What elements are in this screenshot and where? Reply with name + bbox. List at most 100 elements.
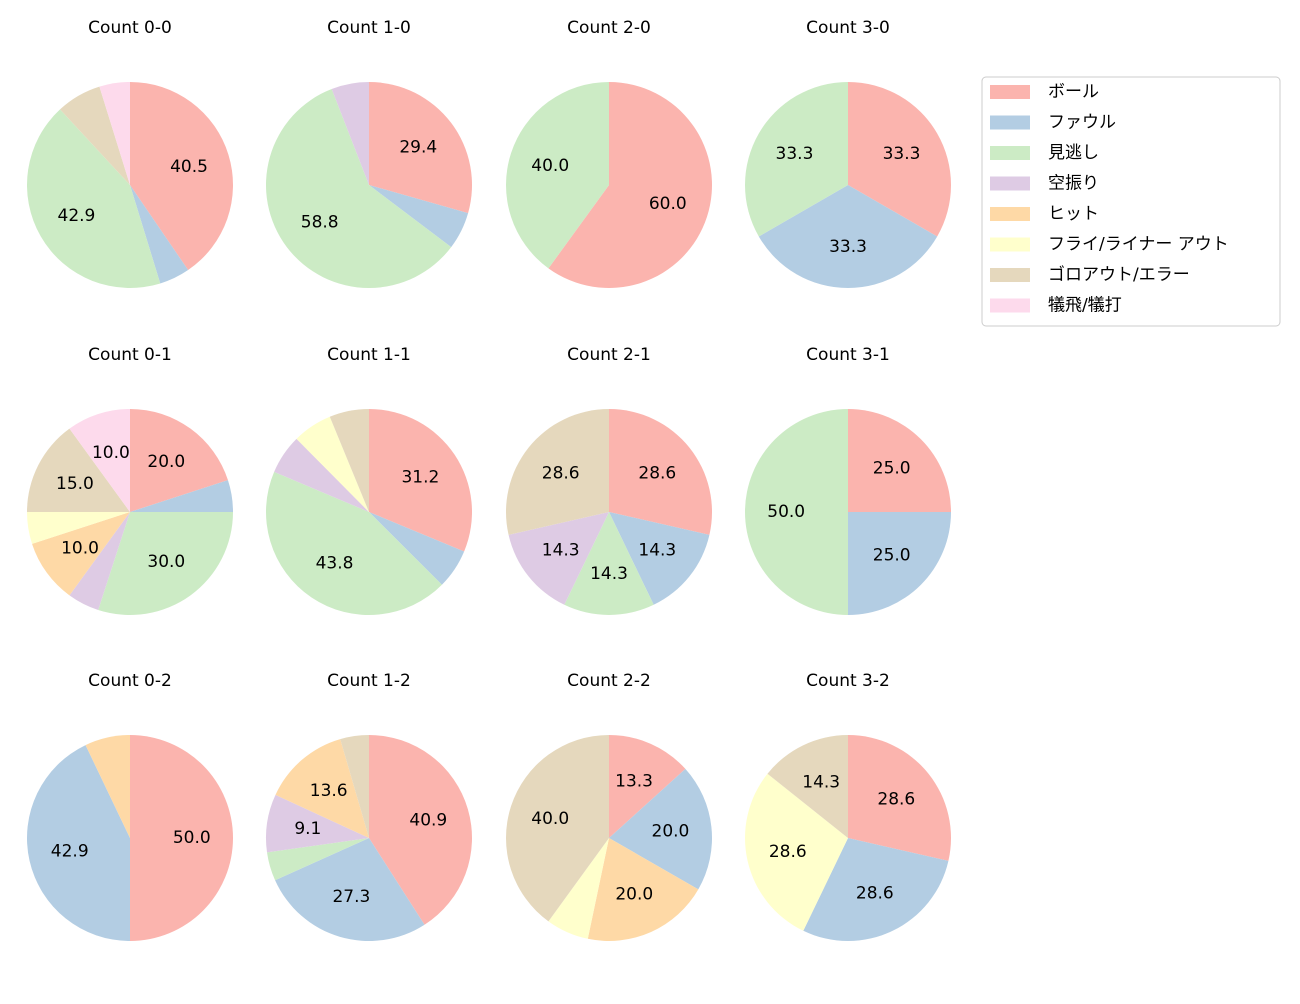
slice-label: 13.6 [310, 781, 348, 801]
pie-slice [98, 512, 233, 615]
slice-label: 14.3 [542, 541, 580, 561]
pie-slice [848, 735, 952, 861]
pie-slice [266, 471, 442, 615]
slice-label: 30.0 [147, 552, 185, 572]
legend-label: ヒット [1048, 204, 1099, 224]
pie-slice [505, 735, 609, 922]
pie-slice [508, 512, 609, 605]
pie-slice [296, 416, 369, 512]
pie-slice [848, 82, 952, 237]
pie-slice [609, 735, 686, 838]
legend-swatch [990, 298, 1030, 313]
slice-label: 14.3 [590, 564, 628, 584]
pie-slice [26, 109, 161, 288]
slice-label: 33.3 [883, 144, 921, 164]
pie-slice [130, 735, 233, 941]
slice-label: 14.3 [638, 541, 676, 561]
legend-swatch [990, 268, 1030, 282]
slice-label: 28.6 [638, 463, 676, 483]
legend-swatch [990, 115, 1030, 130]
chart-title: Count 2-2 [567, 671, 651, 691]
pie-slice [130, 82, 233, 271]
slice-label: 20.0 [652, 821, 690, 841]
slice-label: 25.0 [873, 546, 911, 566]
pie-slice [130, 480, 233, 512]
legend-swatch [990, 176, 1030, 191]
pie-slice [331, 82, 369, 185]
pie-slice [758, 185, 938, 288]
legend-swatch [990, 85, 1030, 99]
pie-slice [803, 838, 949, 942]
pie-slice [744, 82, 848, 237]
slice-label: 28.6 [877, 789, 915, 809]
legend-label: ゴロアウト/エラー [1048, 264, 1190, 285]
chart-title: Count 2-0 [567, 18, 651, 38]
pie-slice [369, 409, 473, 552]
slice-label: 33.3 [776, 144, 814, 164]
legend-swatch [990, 146, 1030, 160]
pie-slice [85, 735, 130, 838]
pie-slice [767, 735, 848, 838]
pie-slice [369, 512, 465, 585]
slice-label: 25.0 [873, 458, 911, 478]
pie-slice [369, 735, 473, 925]
chart-title: Count 0-1 [88, 345, 172, 365]
pie-slice [506, 82, 609, 269]
slice-label: 58.8 [301, 212, 339, 232]
pie-slice [745, 773, 848, 931]
pie-slice [609, 768, 712, 890]
slice-label: 50.0 [173, 828, 211, 848]
slice-label: 15.0 [56, 474, 94, 494]
pie-slice [609, 409, 712, 535]
pie-slice [848, 409, 951, 512]
legend-swatch [990, 207, 1030, 221]
chart-title: Count 3-2 [806, 671, 890, 691]
legend-label: 見逃し [1048, 143, 1099, 163]
pie-slice [587, 838, 699, 941]
slice-label: 31.2 [401, 468, 439, 488]
chart-title: Count 1-2 [327, 671, 411, 691]
pie-slice [32, 512, 130, 596]
legend-box [981, 76, 1281, 327]
slice-label: 40.9 [409, 811, 447, 831]
chart-title: Count 3-0 [806, 18, 890, 38]
pie-slice [266, 88, 452, 288]
pie-slice [548, 838, 609, 939]
pie-slice [745, 409, 848, 615]
pie-slice [130, 409, 228, 512]
slice-label: 28.6 [856, 884, 894, 904]
slice-label: 10.0 [92, 443, 130, 463]
slice-label: 43.8 [316, 553, 354, 573]
slice-label: 27.3 [332, 887, 370, 907]
pie-slice [275, 739, 369, 838]
pie-slice [369, 185, 469, 248]
pie-slice [267, 838, 369, 881]
slice-label: 9.1 [294, 819, 321, 839]
slice-label: 28.6 [542, 463, 580, 483]
chart-title: Count 1-1 [327, 345, 411, 365]
legend-label: フライ/ライナー アウト [1048, 235, 1229, 255]
legend-swatch [990, 237, 1030, 252]
legend-label: ファウル [1048, 113, 1116, 133]
slice-label: 14.3 [802, 772, 840, 792]
legend-label: 空振り [1048, 174, 1099, 194]
pie-slice [69, 512, 130, 610]
chart-title: Count 2-1 [567, 345, 651, 365]
slice-label: 20.0 [147, 452, 185, 472]
slice-label: 42.9 [51, 842, 89, 862]
pie-slice [99, 82, 130, 185]
pie-slice [60, 86, 130, 185]
slice-label: 29.4 [399, 138, 437, 158]
pie-slice [69, 409, 130, 512]
slice-label: 50.0 [767, 502, 805, 522]
slice-label: 10.0 [61, 538, 99, 558]
pie-slice [27, 512, 130, 544]
pie-slice [27, 428, 130, 512]
pie-slice [275, 838, 425, 941]
pie-slice [266, 794, 369, 853]
pie-slice [340, 735, 369, 838]
slice-label: 13.3 [615, 772, 653, 792]
pie-slice [130, 185, 189, 284]
slice-label: 28.6 [769, 842, 807, 862]
